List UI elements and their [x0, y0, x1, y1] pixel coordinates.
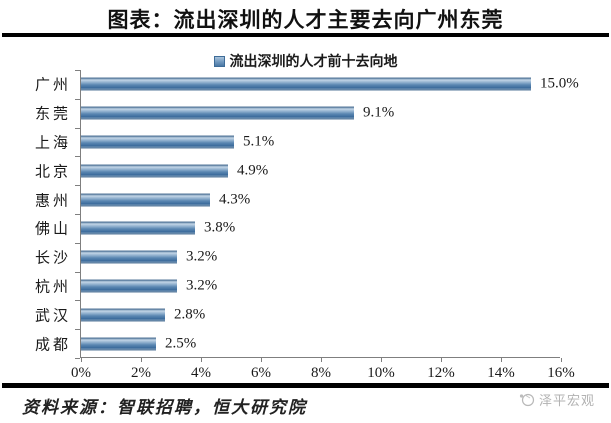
- page-title: 图表：流出深圳的人才主要去向广州东莞: [107, 8, 504, 32]
- x-axis-tick-label: 0%: [71, 365, 91, 381]
- bar: [81, 250, 177, 264]
- y-axis-tick: [75, 243, 80, 244]
- value-label: 4.3%: [219, 191, 251, 208]
- x-axis-tick-label: 10%: [367, 365, 395, 381]
- value-label: 2.8%: [174, 306, 206, 323]
- bar-row: 北京 4.9%: [35, 156, 560, 185]
- bar-row: 长沙 3.2%: [35, 243, 560, 272]
- bar: [81, 135, 234, 149]
- x-axis-tick-label: 12%: [427, 365, 455, 381]
- bar: [81, 279, 177, 293]
- x-axis-tick-label: 14%: [487, 365, 515, 381]
- value-label: 9.1%: [363, 104, 395, 121]
- y-axis-tick: [75, 300, 80, 301]
- category-label: 东莞: [34, 106, 71, 123]
- bar-row: 广州 15.0%: [35, 70, 579, 99]
- category-label: 成都: [34, 337, 71, 354]
- bar: [81, 337, 156, 351]
- bar: [81, 221, 195, 235]
- brand-logo-icon: [518, 392, 535, 407]
- y-axis-tick: [75, 156, 80, 157]
- plot-area: 广州 15.0% 东莞 9.1% 上海 5.1% 北京 4.9% 惠州 4.3% 佛山 3.8% 长沙 3…: [35, 70, 579, 381]
- x-axis-tick: [381, 358, 382, 362]
- value-label: 15.0%: [540, 75, 579, 92]
- x-axis-tick-label: 6%: [251, 365, 271, 381]
- value-label: 3.8%: [204, 219, 236, 236]
- value-label: 5.1%: [243, 133, 275, 150]
- x-axis-tick: [501, 358, 502, 362]
- value-label: 4.9%: [237, 162, 269, 179]
- x-axis-tick-label: 8%: [311, 365, 331, 381]
- y-axis-tick: [75, 329, 80, 330]
- legend-marker-icon: [213, 55, 225, 67]
- bar-row: 惠州 4.3%: [35, 185, 560, 214]
- bar-row: 成都 2.5%: [35, 329, 560, 358]
- bar-row: 杭州 3.2%: [35, 272, 560, 301]
- category-label: 北京: [34, 164, 71, 181]
- x-axis-tick: [201, 358, 202, 362]
- x-axis-tick-label: 4%: [191, 365, 211, 381]
- bar: [81, 106, 354, 120]
- bottom-divider: [2, 383, 609, 388]
- y-axis-tick: [75, 70, 80, 71]
- bar-row: 东莞 9.1%: [35, 99, 560, 128]
- x-axis-tick-label: 2%: [131, 365, 151, 381]
- category-label: 佛山: [34, 221, 71, 238]
- top-divider: [2, 33, 609, 37]
- source-note: 资料来源：智联招聘，恒大研究院: [22, 398, 307, 417]
- value-label: 3.2%: [186, 248, 218, 265]
- bar-row: 武汉 2.8%: [35, 300, 560, 329]
- y-axis-tick: [75, 128, 80, 129]
- category-label: 上海: [34, 135, 71, 152]
- category-label: 惠州: [34, 193, 71, 210]
- x-axis-tick: [321, 358, 322, 362]
- bar-row: 佛山 3.8%: [35, 214, 560, 243]
- bar-row: 上海 5.1%: [35, 128, 560, 157]
- x-axis-tick: [561, 358, 562, 362]
- y-axis-tick: [75, 185, 80, 186]
- y-axis-tick: [75, 272, 80, 273]
- y-axis-tick: [75, 214, 80, 215]
- x-axis-tick: [141, 358, 142, 362]
- category-label: 广州: [34, 77, 71, 94]
- category-label: 武汉: [34, 308, 71, 325]
- x-axis-tick: [261, 358, 262, 362]
- bar: [81, 193, 210, 207]
- bar: [81, 308, 165, 322]
- bar: [81, 77, 531, 91]
- value-label: 3.2%: [186, 277, 218, 294]
- x-axis-tick: [441, 358, 442, 362]
- category-label: 杭州: [34, 279, 71, 296]
- chart-legend: 流出深圳的人才前十去向地: [0, 51, 611, 71]
- category-label: 长沙: [34, 250, 71, 267]
- watermark-label: 泽平宏观: [538, 393, 595, 408]
- y-axis-tick: [75, 99, 80, 100]
- y-axis-tick: [75, 358, 80, 359]
- bar: [81, 164, 228, 178]
- value-label: 2.5%: [165, 335, 197, 352]
- legend-label: 流出深圳的人才前十去向地: [229, 55, 398, 70]
- watermark: 泽平宏观: [518, 390, 595, 409]
- x-axis-tick: [81, 358, 82, 362]
- x-axis-tick-label: 16%: [547, 365, 575, 381]
